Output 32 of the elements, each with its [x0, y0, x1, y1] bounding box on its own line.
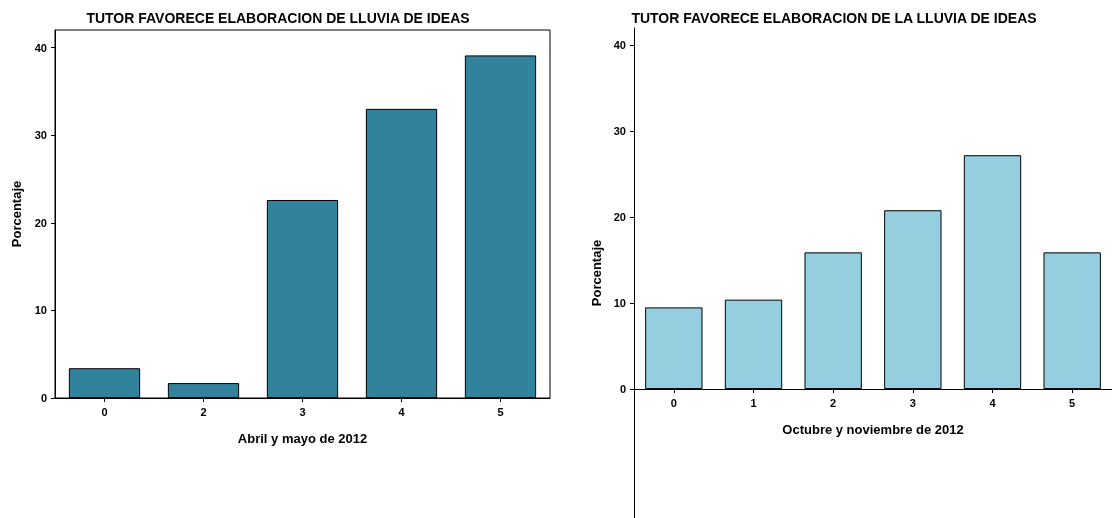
bar	[1043, 252, 1101, 390]
y-tick-label: 30	[34, 129, 47, 142]
x-tick-label: 1	[750, 396, 757, 409]
y-axis-title: Porcentaje	[588, 239, 604, 307]
bar	[963, 155, 1022, 390]
y-tick-label: 10	[613, 297, 626, 310]
y-tick-label: 10	[34, 304, 47, 317]
x-tick-label: 4	[989, 396, 997, 409]
x-tick-label: 2	[200, 405, 207, 418]
bar	[724, 299, 783, 390]
x-tick-label: 2	[830, 396, 837, 409]
x-axis-title: Abril y mayo de 2012	[237, 431, 368, 446]
x-axis-title: Octubre y noviembre de 2012	[782, 422, 964, 438]
x-tick-label: 3	[299, 405, 306, 418]
y-tick-label: 40	[34, 41, 47, 54]
y-tick-label: 0	[619, 383, 626, 396]
y-tick-label: 30	[613, 125, 626, 138]
x-tick-label: 5	[1069, 396, 1076, 409]
bar	[804, 252, 862, 390]
x-tick-label: 4	[398, 405, 406, 418]
y-tick-label: 20	[613, 211, 626, 224]
y-tick-label: 40	[613, 39, 626, 52]
y-tick-label: 20	[34, 216, 47, 229]
bar	[884, 210, 942, 390]
chart-title: TUTOR FAVORECE ELABORACION DE LA LLUVIA DE IDEAS	[631, 10, 1037, 26]
x-tick-label: 3	[909, 396, 916, 409]
chart-title: TUTOR FAVORECE ELABORACION DE LLUVIA DE IDEAS	[86, 10, 470, 26]
x-tick-label: 0	[101, 405, 108, 418]
x-tick-label: 0	[670, 396, 677, 409]
y-axis-title: Porcentaje	[9, 180, 24, 248]
bar	[645, 307, 703, 390]
x-tick-label: 5	[497, 405, 504, 418]
